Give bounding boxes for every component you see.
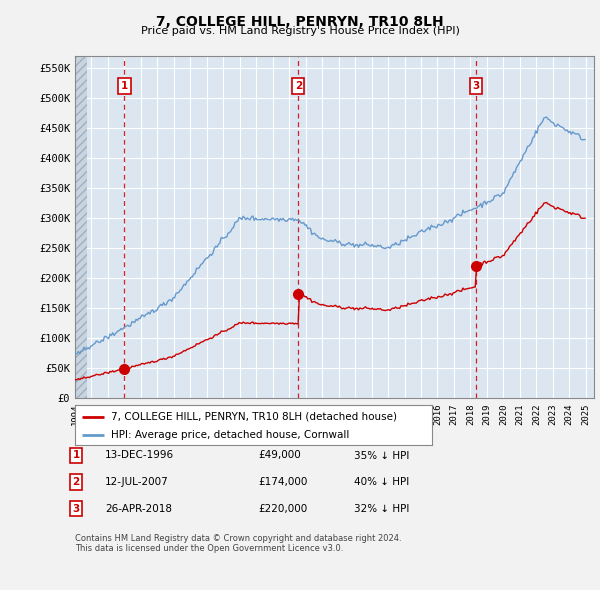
Text: £174,000: £174,000: [258, 477, 307, 487]
Text: 12-JUL-2007: 12-JUL-2007: [105, 477, 169, 487]
Text: 7, COLLEGE HILL, PENRYN, TR10 8LH: 7, COLLEGE HILL, PENRYN, TR10 8LH: [156, 15, 444, 29]
Bar: [75, 56, 88, 398]
Text: 2: 2: [73, 477, 80, 487]
Text: HPI: Average price, detached house, Cornwall: HPI: Average price, detached house, Corn…: [111, 431, 349, 440]
Text: 13-DEC-1996: 13-DEC-1996: [105, 451, 174, 460]
Text: 2: 2: [295, 81, 302, 91]
Text: 3: 3: [472, 81, 479, 91]
Text: Price paid vs. HM Land Registry's House Price Index (HPI): Price paid vs. HM Land Registry's House …: [140, 26, 460, 36]
Text: £220,000: £220,000: [258, 504, 307, 513]
Text: 3: 3: [73, 504, 80, 513]
Text: 35% ↓ HPI: 35% ↓ HPI: [354, 451, 409, 460]
Text: £49,000: £49,000: [258, 451, 301, 460]
Text: 32% ↓ HPI: 32% ↓ HPI: [354, 504, 409, 513]
Text: 40% ↓ HPI: 40% ↓ HPI: [354, 477, 409, 487]
Text: Contains HM Land Registry data © Crown copyright and database right 2024.
This d: Contains HM Land Registry data © Crown c…: [75, 534, 401, 553]
Text: 1: 1: [121, 81, 128, 91]
Text: 1: 1: [73, 451, 80, 460]
Text: 7, COLLEGE HILL, PENRYN, TR10 8LH (detached house): 7, COLLEGE HILL, PENRYN, TR10 8LH (detac…: [111, 412, 397, 422]
Text: 26-APR-2018: 26-APR-2018: [105, 504, 172, 513]
